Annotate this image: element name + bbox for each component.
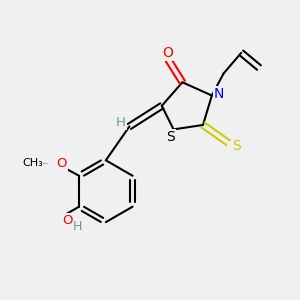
Text: methoxy: methoxy bbox=[43, 163, 50, 164]
Text: S: S bbox=[166, 130, 175, 144]
Text: H: H bbox=[116, 116, 125, 128]
Text: S: S bbox=[232, 139, 241, 153]
Text: CH₃: CH₃ bbox=[22, 158, 43, 168]
Text: N: N bbox=[214, 87, 224, 101]
Text: O: O bbox=[56, 158, 67, 170]
Text: O: O bbox=[162, 46, 173, 60]
Text: H: H bbox=[73, 220, 82, 233]
Text: O: O bbox=[62, 214, 73, 227]
